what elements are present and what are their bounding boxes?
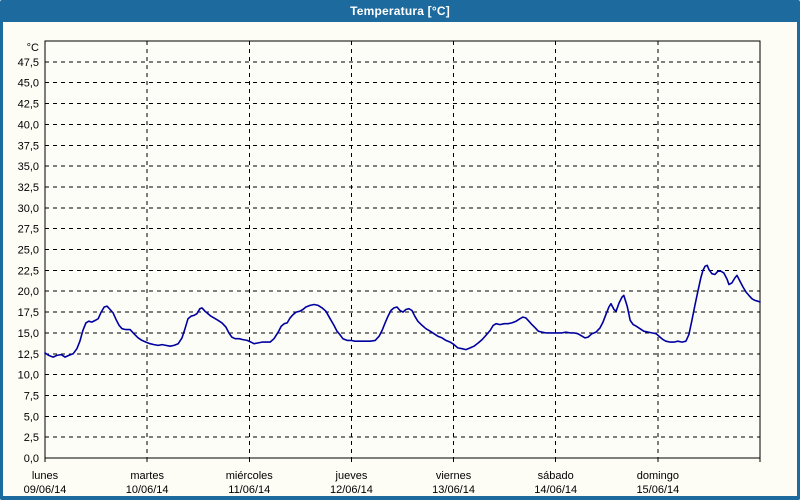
- temperature-chart: 0,0 2,5 5,0 7,5 10,0 12,5 15,0 17,5 20,0 22,5 25,0…: [18, 40, 761, 496]
- x-day-name-label: lunes: [32, 470, 59, 482]
- y-axis-unit-label: °C: [27, 42, 39, 54]
- x-day-name-label: domingo: [637, 470, 679, 482]
- y-tick-label: 5,0: [24, 411, 39, 423]
- y-tick-label: 32,5: [18, 182, 39, 194]
- x-day-date-label: 13/06/14: [432, 484, 475, 496]
- x-gridlines: [146, 41, 659, 458]
- x-axis-ticks: [44, 458, 761, 462]
- y-tick-label: 22,5: [18, 265, 39, 277]
- x-day-date-label: 14/06/14: [534, 484, 577, 496]
- y-tick-label: 45,0: [18, 78, 39, 90]
- x-day-date-label: 11/06/14: [228, 484, 270, 496]
- y-tick-label: 42,5: [18, 99, 39, 111]
- x-day-name-label: viernes: [436, 470, 472, 482]
- plot-border: [44, 40, 761, 459]
- x-day-name-label: sábado: [538, 470, 574, 482]
- x-day-date-label: 10/06/14: [126, 484, 169, 496]
- y-axis-labels: 0,0 2,5 5,0 7,5 10,0 12,5 15,0 17,5 20,0 22,5 25,0…: [18, 57, 39, 465]
- x-day-date-label: 15/06/14: [636, 484, 679, 496]
- y-tick-label: 12,5: [18, 349, 39, 361]
- y-tick-label: 7,5: [24, 390, 39, 402]
- x-day-name-label: martes: [130, 470, 164, 482]
- temperature-line: [44, 264, 761, 358]
- y-tick-label: 2,5: [24, 432, 39, 444]
- y-tick-label: 17,5: [18, 307, 39, 319]
- x-day-date-label: 12/06/14: [330, 484, 373, 496]
- y-tick-label: 35,0: [18, 161, 39, 173]
- x-axis-labels: lunes 09/06/14 martes 10/06/14 miércoles 11/0…: [24, 470, 680, 496]
- x-day-date-label: 09/06/14: [24, 484, 67, 496]
- y-gridlines: [45, 61, 760, 438]
- y-tick-label: 47,5: [18, 57, 39, 69]
- y-tick-label: 0,0: [24, 453, 39, 465]
- y-tick-label: 30,0: [18, 203, 39, 215]
- y-tick-label: 40,0: [18, 119, 39, 131]
- x-day-name-label: miércoles: [226, 470, 274, 482]
- y-tick-label: 10,0: [18, 370, 39, 382]
- chart-area: 0,0 2,5 5,0 7,5 10,0 12,5 15,0 17,5 20,0 22,5 25,0…: [0, 22, 800, 500]
- y-tick-label: 27,5: [18, 224, 39, 236]
- y-tick-label: 15,0: [18, 328, 39, 340]
- window-title: Temperatura [°C]: [350, 4, 450, 18]
- y-tick-label: 20,0: [18, 286, 39, 298]
- y-tick-label: 25,0: [18, 245, 39, 257]
- window-title-bar: Temperatura [°C]: [0, 0, 800, 22]
- x-day-name-label: jueves: [335, 470, 368, 482]
- y-tick-label: 37,5: [18, 140, 39, 152]
